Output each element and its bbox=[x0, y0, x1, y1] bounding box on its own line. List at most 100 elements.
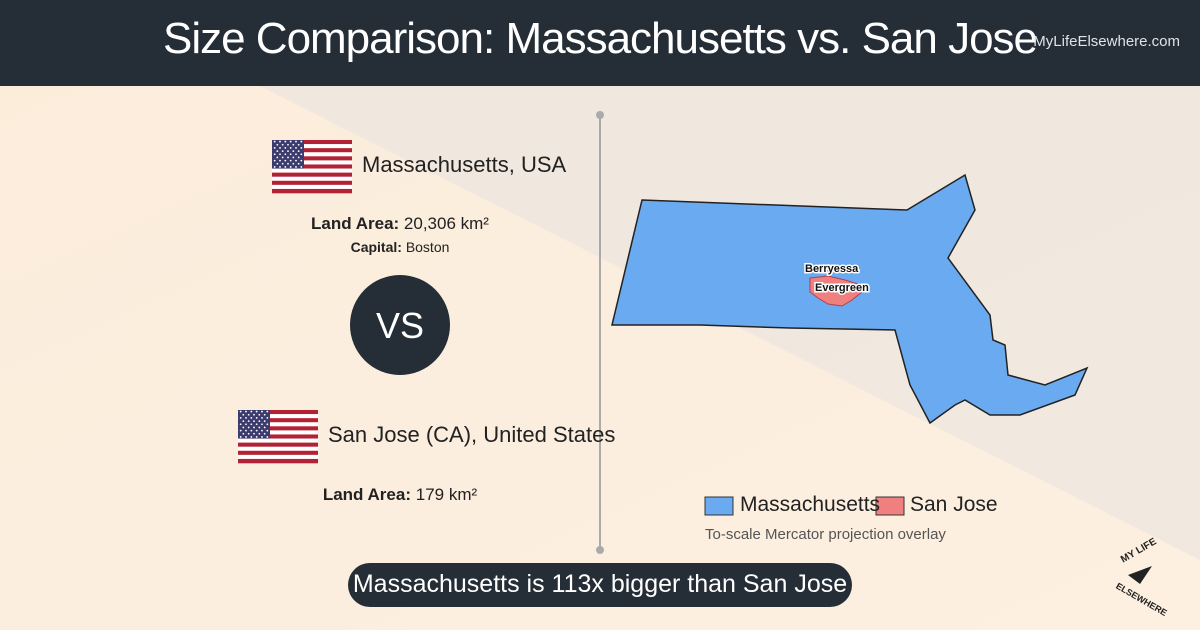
flag-part bbox=[300, 159, 303, 162]
flag-part bbox=[292, 156, 295, 159]
flag-part bbox=[289, 153, 292, 156]
flag-part bbox=[247, 413, 250, 416]
flag-part bbox=[289, 159, 292, 162]
flag-part bbox=[284, 153, 287, 156]
divider-end bbox=[596, 111, 604, 119]
flag-part bbox=[272, 172, 352, 177]
flag-part bbox=[287, 162, 289, 165]
flag-part bbox=[281, 150, 284, 152]
flag-part bbox=[261, 436, 263, 438]
flag-part bbox=[295, 166, 297, 168]
footer-text: Massachusetts is 113x bigger than San Jo… bbox=[352, 570, 848, 598]
flag-part bbox=[242, 426, 245, 429]
flag-part bbox=[261, 410, 263, 413]
flag-part bbox=[272, 180, 352, 186]
flag-part bbox=[289, 147, 292, 149]
flag-part bbox=[295, 147, 297, 149]
flag-part bbox=[292, 162, 295, 165]
flag-part bbox=[297, 150, 300, 152]
flag-part bbox=[287, 150, 289, 152]
flag-part bbox=[297, 162, 300, 165]
flag-part bbox=[289, 140, 292, 143]
flag-part bbox=[245, 417, 247, 419]
flag-part bbox=[239, 417, 242, 419]
flag-part bbox=[272, 160, 352, 165]
flag-part bbox=[273, 140, 276, 143]
area-line: Land Area: 20,306 km² bbox=[300, 214, 500, 234]
flag-part bbox=[295, 140, 297, 143]
place-name: Massachusetts, USA bbox=[362, 152, 567, 177]
flag-part bbox=[272, 152, 352, 157]
flag-part bbox=[245, 423, 247, 426]
flag-part bbox=[238, 454, 318, 460]
flag-part bbox=[245, 436, 247, 438]
flag-part bbox=[238, 458, 318, 464]
flag-part bbox=[258, 426, 261, 429]
flag-part bbox=[272, 188, 352, 194]
flag-part bbox=[261, 417, 263, 419]
capital-value: Boston bbox=[405, 239, 450, 255]
area-line: Land Area: 179 km² bbox=[300, 485, 500, 505]
flag-part bbox=[255, 429, 258, 432]
flag-part bbox=[273, 147, 276, 149]
divider-end bbox=[596, 546, 604, 554]
flag-part bbox=[253, 420, 255, 422]
flag-part bbox=[238, 438, 318, 443]
flag-part bbox=[255, 417, 258, 419]
flag-part bbox=[279, 159, 281, 162]
flags bbox=[238, 140, 352, 464]
flag-part bbox=[266, 410, 269, 413]
flag-part bbox=[284, 159, 287, 162]
flag-part bbox=[238, 418, 318, 423]
flag-part bbox=[247, 426, 250, 429]
flag-part bbox=[263, 420, 266, 422]
flag-part bbox=[300, 153, 303, 156]
legend-label: San Jose bbox=[910, 493, 998, 516]
flag-part bbox=[279, 166, 281, 168]
flag-part bbox=[266, 429, 269, 432]
flag-part bbox=[250, 423, 253, 426]
flag-part bbox=[250, 436, 253, 438]
logo-plane bbox=[1128, 566, 1152, 584]
footer-pill bbox=[348, 563, 852, 607]
flag-part bbox=[238, 414, 318, 419]
flag-part bbox=[238, 434, 318, 439]
flag-part bbox=[272, 184, 352, 190]
flag-part bbox=[272, 144, 352, 149]
flag-part bbox=[272, 176, 352, 182]
flag-part bbox=[279, 147, 281, 149]
flag-part bbox=[250, 429, 253, 432]
legend-label: Massachusetts bbox=[740, 493, 881, 516]
flag-part bbox=[238, 422, 318, 427]
flag-part bbox=[263, 426, 266, 429]
flag-part bbox=[287, 143, 289, 146]
flag-part bbox=[272, 164, 352, 169]
flag-part bbox=[261, 423, 263, 426]
header: Size Comparison: Massachusetts vs. San J… bbox=[0, 0, 1200, 86]
flag-part bbox=[281, 156, 284, 159]
flag-part bbox=[273, 153, 276, 156]
flag-part bbox=[273, 166, 276, 168]
flag-part bbox=[261, 429, 263, 432]
flag-part bbox=[297, 143, 300, 146]
san-jose-shape bbox=[809, 275, 863, 307]
flag-part bbox=[238, 410, 318, 415]
flag-part bbox=[242, 420, 245, 422]
flag-part bbox=[245, 410, 247, 413]
flag-part bbox=[284, 147, 287, 149]
capital-line: Capital: Boston bbox=[300, 239, 500, 255]
flag-part bbox=[281, 162, 284, 165]
flag-part bbox=[247, 420, 250, 422]
flag-part bbox=[292, 150, 295, 152]
flag-part bbox=[255, 410, 258, 413]
legend-note: To-scale Mercator projection overlay bbox=[705, 526, 946, 543]
flag-part bbox=[238, 442, 318, 447]
flag-part bbox=[272, 156, 352, 161]
flag-part bbox=[239, 436, 242, 438]
flag-part bbox=[289, 166, 292, 168]
flag-part bbox=[239, 410, 242, 413]
flag-part bbox=[253, 413, 255, 416]
flag-part bbox=[253, 432, 255, 435]
flag-part bbox=[279, 153, 281, 156]
legend-swatch bbox=[875, 496, 905, 516]
